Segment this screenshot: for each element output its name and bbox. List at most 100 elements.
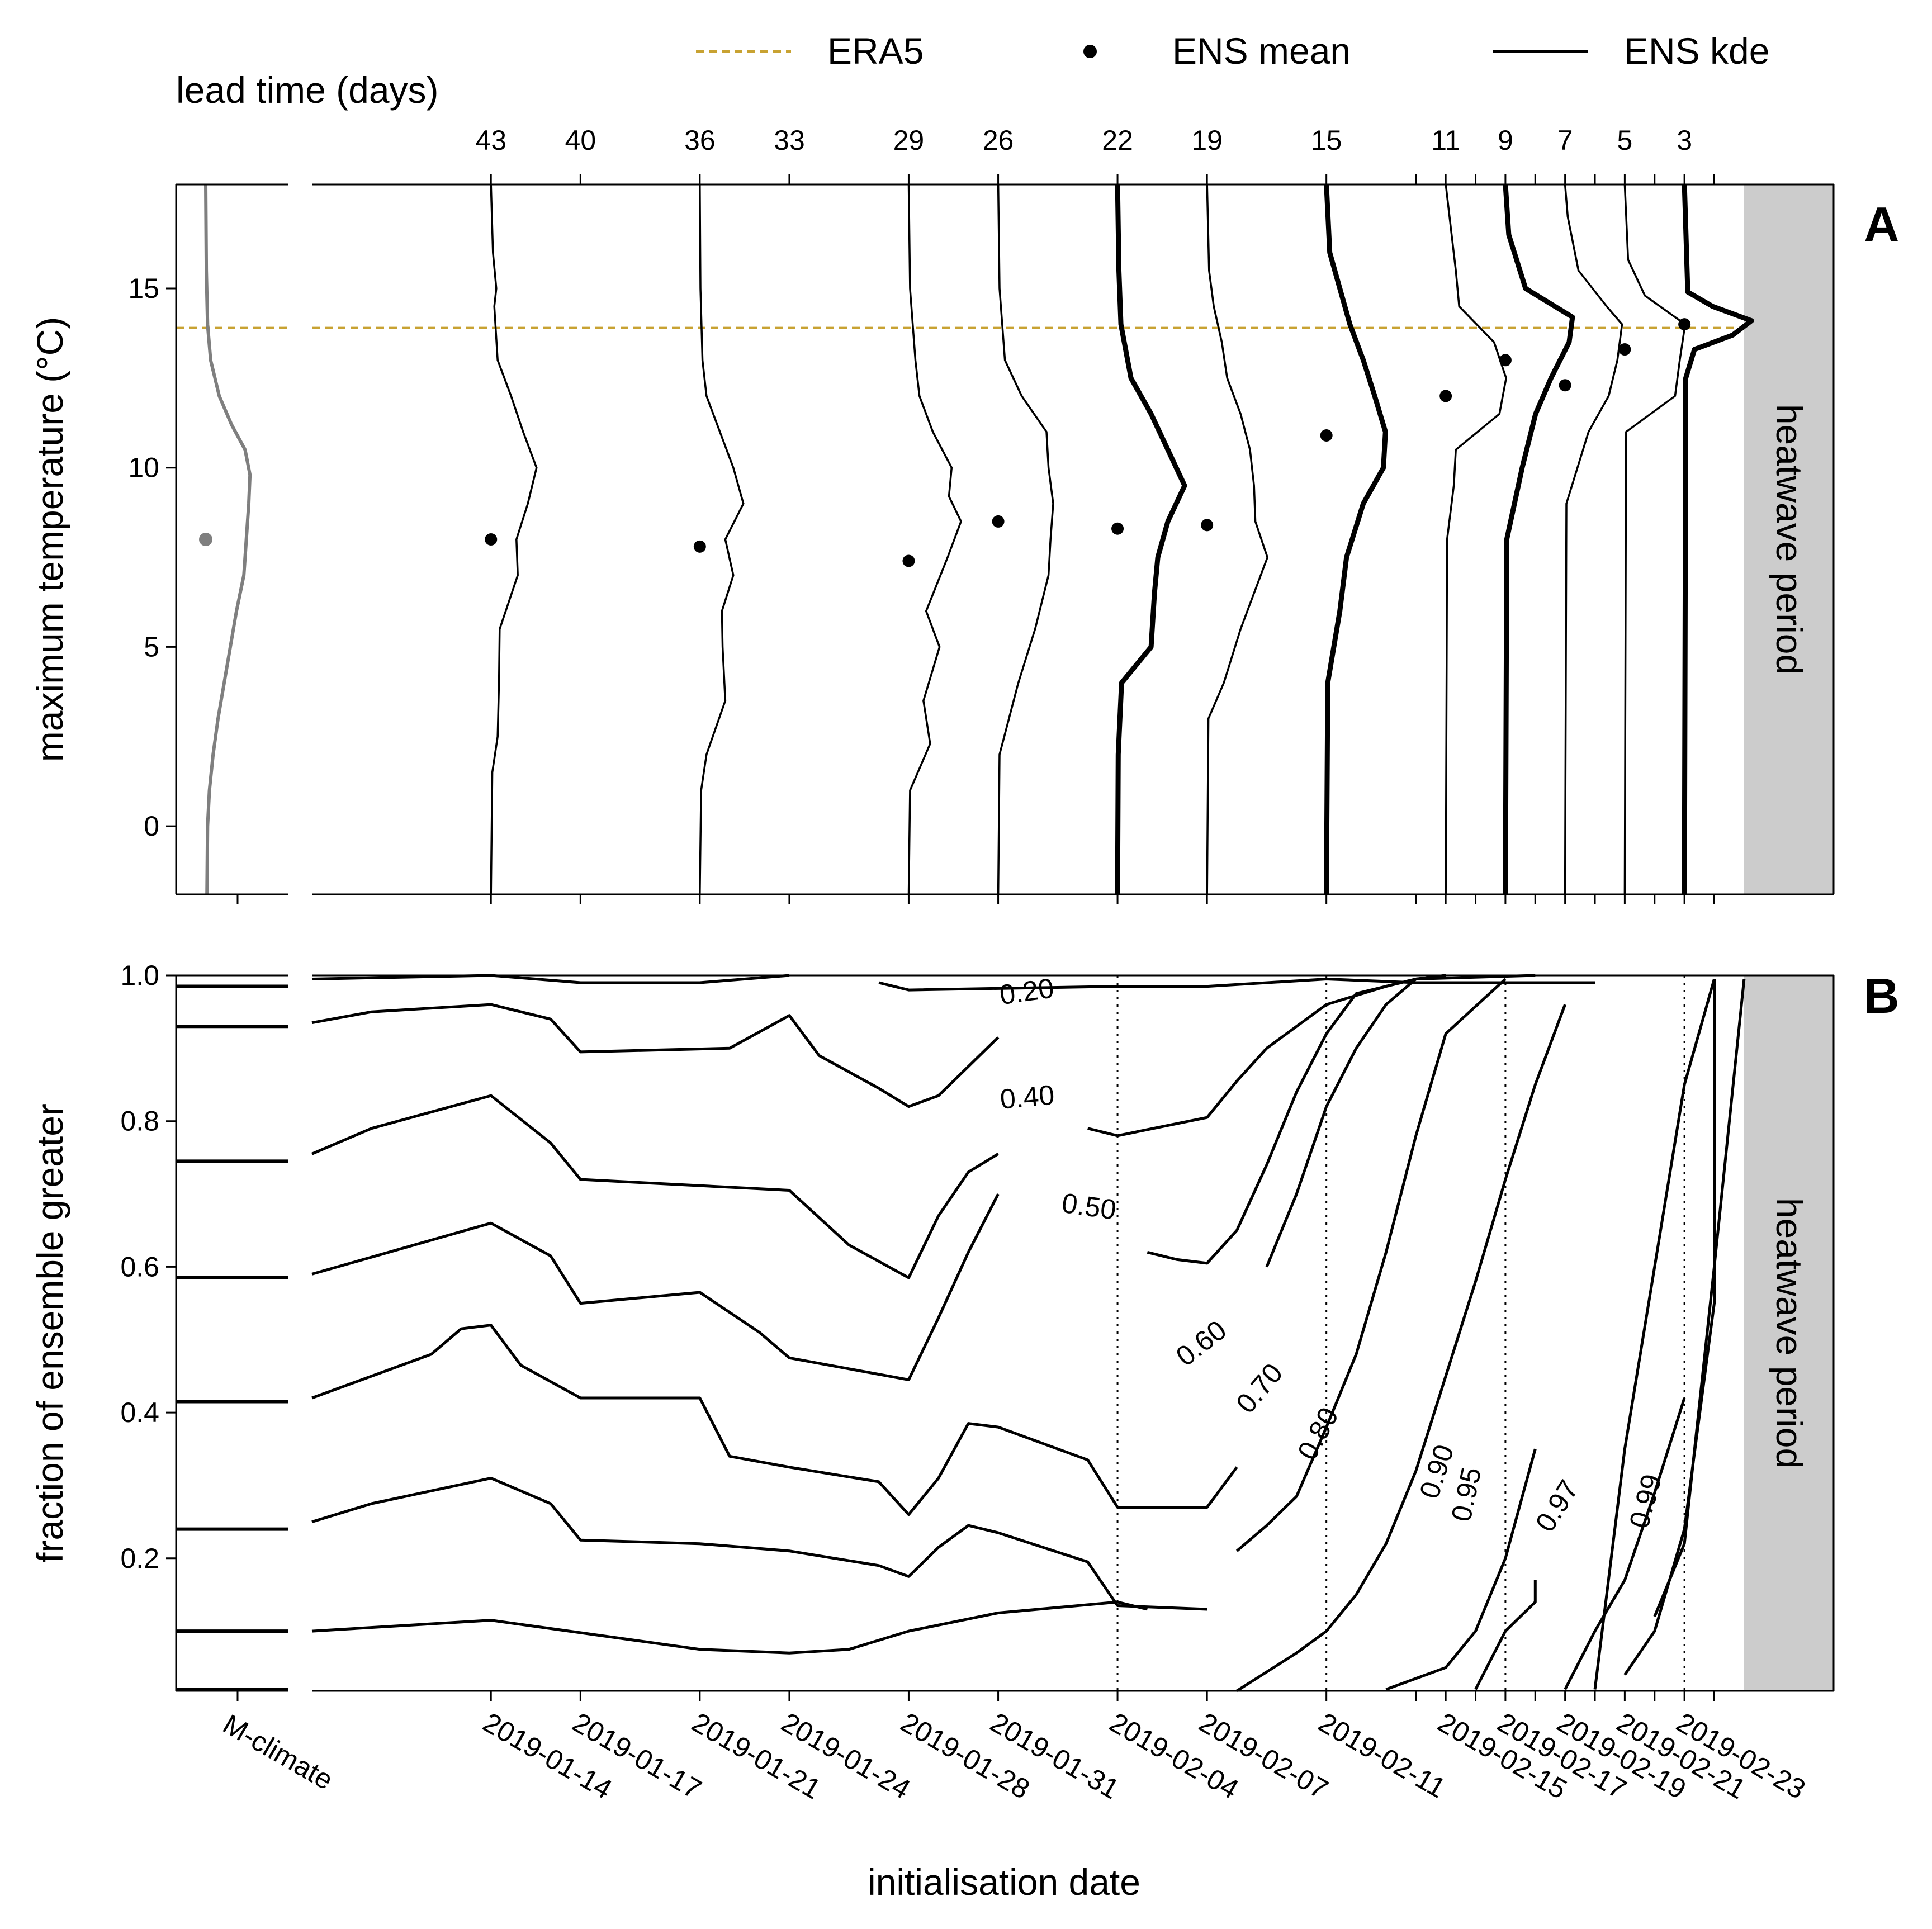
lead-tick-label: 29	[893, 125, 925, 156]
contour-line	[1235, 978, 1507, 1552]
mclimate-x-label: M-climate	[218, 1708, 339, 1796]
panel-b-contour-labels: 0.200.400.500.600.700.800.900.95 0.97 0.99	[997, 972, 1667, 1537]
panel-b-x-ticks: 2019-01-142019-01-172019-01-212019-01-24…	[236, 1691, 1811, 1805]
y-tick-label: 5	[144, 631, 159, 662]
ens-kde-line	[1115, 184, 1187, 895]
contour-label: 0.70	[1230, 1357, 1289, 1419]
panel-b-y-ticks: 0.2 0.4 0.6 0.8 1.0	[120, 960, 176, 1574]
contour-line	[1087, 974, 1536, 1138]
ens-mean-dot	[902, 554, 915, 567]
y-tick-label: 15	[128, 273, 159, 304]
ens-mean-dot	[1439, 390, 1452, 402]
panel-a-ens-kde-curves	[490, 184, 1754, 895]
panel-a-mclimate	[199, 184, 252, 895]
contour-line	[311, 1193, 1000, 1381]
mclimate-mean-dot	[199, 533, 212, 546]
contour-line	[311, 1094, 999, 1279]
contour-line	[311, 1003, 1000, 1108]
contour-line	[1265, 974, 1446, 1268]
lead-time-ticks: 43 40 36 33 29 26 22 19 15 11 9 7 5 3	[475, 125, 1716, 184]
y-tick-label: 0	[144, 811, 159, 842]
contour-line	[1385, 1448, 1537, 1691]
contour-label: 0.50	[1060, 1187, 1118, 1226]
panel-a-frame	[175, 183, 1835, 895]
legend: ERA5 ENS mean ENS kde	[696, 30, 1769, 72]
panel-b-contours	[311, 974, 1746, 1693]
panel-b: heatwave period 0.200.400.500.600.700.80…	[29, 960, 1900, 1805]
contour-line	[1564, 1397, 1686, 1690]
y-tick-label: 0.2	[120, 1543, 159, 1574]
ens-kde-line	[1564, 184, 1623, 895]
panel-a-y-axis-label: maximum temperature (°C)	[29, 317, 70, 762]
x-axis-label: initialisation date	[868, 1861, 1140, 1903]
ens-kde-line	[1445, 184, 1507, 895]
contour-line	[1236, 1004, 1566, 1693]
lead-tick-label: 3	[1677, 125, 1692, 156]
lead-tick-label: 15	[1311, 125, 1342, 156]
ens-mean-dot	[1559, 379, 1571, 392]
lead-time-axis-label: lead time (days)	[176, 69, 439, 111]
contour-line	[1147, 974, 1446, 1265]
panel-a: heatwave period 0 5 10 15 maximum temperatu…	[29, 183, 1900, 904]
legend-ens-mean-label: ENS mean	[1172, 30, 1351, 72]
panel-a-letter: A	[1864, 197, 1900, 252]
ens-kde-line	[1682, 184, 1754, 895]
ens-mean-dot	[1618, 343, 1631, 356]
contour-label: 0.40	[999, 1079, 1056, 1115]
panel-b-vertical-markers	[1116, 975, 1685, 1691]
panel-a-heatwave-shade	[1744, 184, 1834, 894]
ens-kde-line	[907, 184, 962, 895]
contour-line	[311, 974, 790, 984]
ens-kde-line	[1206, 184, 1268, 895]
contour-line	[1623, 979, 1716, 1676]
lead-tick-label: 19	[1191, 125, 1223, 156]
y-tick-label: 0.6	[120, 1251, 159, 1282]
y-tick-label: 1.0	[120, 960, 159, 991]
ens-mean-dot	[485, 533, 498, 546]
ens-mean-dot	[1499, 354, 1512, 367]
ens-mean-dot	[992, 515, 1005, 528]
legend-era5-label: ERA5	[827, 30, 924, 72]
panel-a-heatwave-label: heatwave period	[1769, 404, 1810, 675]
panel-b-heatwave-label: heatwave period	[1769, 1198, 1810, 1468]
legend-ens-kde-label: ENS kde	[1624, 30, 1769, 72]
ens-mean-dot	[693, 540, 706, 553]
contour-label: 0.60	[1170, 1314, 1232, 1372]
lead-tick-label: 36	[684, 125, 716, 156]
contour-line	[878, 978, 1595, 992]
contour-line	[311, 1324, 1238, 1516]
panel-b-mclimate-levels	[176, 984, 288, 1691]
ens-kde-line	[490, 184, 538, 895]
panel-b-letter: B	[1864, 968, 1900, 1023]
ens-mean-dot	[1111, 522, 1124, 535]
ens-mean-dot	[1320, 429, 1333, 442]
contour-line	[311, 1600, 1148, 1655]
contour-label: 0.97	[1530, 1475, 1585, 1537]
y-tick-label: 0.4	[120, 1397, 159, 1428]
contour-line	[311, 1476, 1208, 1611]
lead-tick-label: 26	[983, 125, 1014, 156]
ens-mean-dot	[1678, 318, 1691, 331]
legend-ens-mean-swatch	[1083, 45, 1097, 58]
contour-label: 0.20	[997, 972, 1055, 1011]
lead-tick-label: 43	[475, 125, 506, 156]
x-tick-label: 2019-02-11	[1313, 1707, 1451, 1804]
lead-tick-label: 5	[1617, 125, 1632, 156]
ens-kde-line	[1503, 184, 1575, 895]
contour-line	[1593, 978, 1716, 1690]
ens-kde-line	[1324, 184, 1388, 895]
lead-tick-label: 33	[774, 125, 805, 156]
ens-kde-line	[997, 184, 1054, 895]
mclimate-kde-line	[204, 184, 252, 895]
lead-tick-label: 11	[1431, 125, 1460, 156]
y-tick-label: 0.8	[120, 1106, 159, 1137]
lead-tick-label: 7	[1557, 125, 1573, 156]
panel-a-x-ticks	[236, 894, 1716, 904]
panel-b-y-axis-label: fraction of ensemble greater	[29, 1103, 70, 1563]
y-tick-label: 10	[128, 452, 159, 484]
contour-label: 0.99	[1623, 1471, 1668, 1532]
lead-tick-label: 22	[1102, 125, 1133, 156]
panel-a-y-ticks: 0 5 10 15	[128, 273, 176, 842]
panel-b-frame	[175, 974, 1835, 1692]
